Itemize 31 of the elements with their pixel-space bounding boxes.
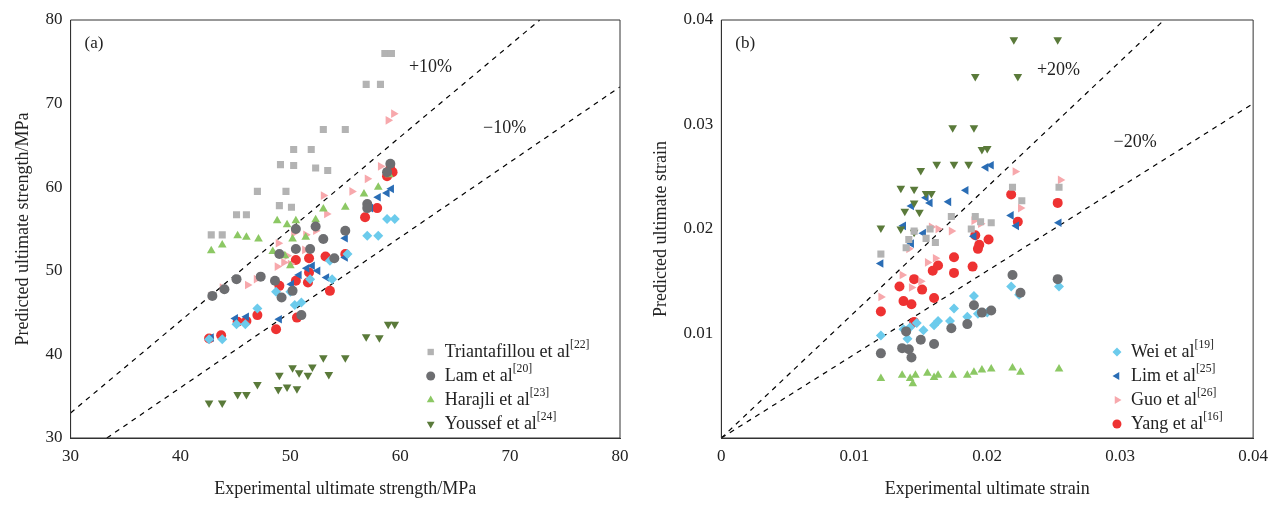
x-tick-label: 0.02 xyxy=(972,445,1003,465)
y-tick-label: 50 xyxy=(45,260,63,280)
x-tick-label: 50 xyxy=(281,445,299,465)
y-axis-title: Predicted ultimate strain xyxy=(649,141,670,317)
x-tick-label: 0 xyxy=(717,445,726,465)
annotation: +10% xyxy=(408,55,453,76)
x-tick-label: 40 xyxy=(171,445,189,465)
y-tick-label: 0.02 xyxy=(683,218,714,238)
x-axis-title: Experimental ultimate strain xyxy=(884,477,1090,498)
x-tick-label: 70 xyxy=(501,445,519,465)
annotation: (b) xyxy=(735,33,756,53)
y-tick-label: 0.04 xyxy=(683,9,714,29)
x-tick-label: 0.01 xyxy=(839,445,870,465)
x-tick-label: 0.03 xyxy=(1105,445,1136,465)
x-tick-label: 80 xyxy=(611,445,629,465)
y-axis-title: Predicted ultimate strength/MPa xyxy=(11,112,32,346)
annotation: −20% xyxy=(1113,131,1157,152)
x-tick-label: 30 xyxy=(62,445,80,465)
y-tick-label: 0.03 xyxy=(683,113,714,133)
annotation: (a) xyxy=(84,33,104,53)
annotation: +20% xyxy=(1036,59,1081,80)
y-tick-label: 70 xyxy=(45,93,63,113)
y-tick-label: 0.01 xyxy=(683,322,714,342)
x-tick-label: 60 xyxy=(391,445,409,465)
y-tick-label: 80 xyxy=(45,9,63,29)
x-axis-title: Experimental ultimate strength/MPa xyxy=(214,477,477,498)
x-tick-label: 0.04 xyxy=(1238,445,1269,465)
y-tick-label: 40 xyxy=(45,343,63,363)
y-tick-label: 30 xyxy=(45,427,63,447)
annotation: −10% xyxy=(483,116,527,137)
y-tick-label: 60 xyxy=(45,176,63,196)
